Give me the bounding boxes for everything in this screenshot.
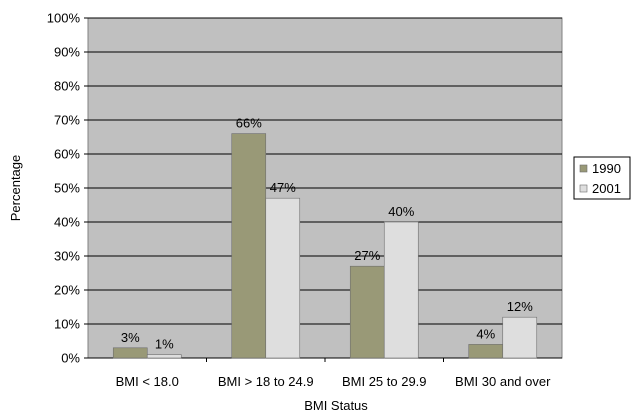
x-category-label: BMI < 18.0 <box>116 374 179 389</box>
bar-1990 <box>349 265 385 359</box>
bar-2001 <box>265 197 301 359</box>
bars <box>112 133 538 359</box>
data-label-2001: 1% <box>155 337 174 352</box>
y-tick-label: 70% <box>54 113 80 128</box>
y-tick-label: 0% <box>61 351 80 366</box>
data-labels: 3% 1% 66% 47% 27% 40% 4% 12% <box>121 116 533 352</box>
y-tick-label: 40% <box>54 215 80 230</box>
data-label-2001: 12% <box>507 299 533 314</box>
bar-2001 <box>502 316 538 359</box>
legend-swatch-2001 <box>579 184 588 193</box>
x-category-label: BMI > 18 to 24.9 <box>218 374 314 389</box>
y-axis-title: Percentage <box>8 155 23 222</box>
legend-label-1990: 1990 <box>592 161 621 176</box>
bar-1990 <box>112 347 148 359</box>
y-tick-label: 60% <box>54 147 80 162</box>
data-label-1990: 4% <box>476 326 495 341</box>
legend-swatch-1990 <box>579 164 588 173</box>
x-axis-categories: BMI < 18.0 BMI > 18 to 24.9 BMI 25 to 29.9… <box>116 374 551 389</box>
x-category-label: BMI 25 to 29.9 <box>342 374 427 389</box>
bar-1990 <box>231 133 267 359</box>
legend: 1990 2001 <box>573 156 631 200</box>
bar-1990 <box>468 344 504 359</box>
data-label-1990: 3% <box>121 330 140 345</box>
y-tick-label: 90% <box>54 45 80 60</box>
data-label-1990: 66% <box>236 116 262 131</box>
y-tick-label: 100% <box>47 11 81 26</box>
data-label-2001: 40% <box>388 204 414 219</box>
bar-2001 <box>383 221 419 359</box>
y-tick-label: 20% <box>54 283 80 298</box>
legend-label-2001: 2001 <box>592 181 621 196</box>
y-tick-label: 50% <box>54 181 80 196</box>
data-label-1990: 27% <box>354 248 380 263</box>
y-axis-ticks: 0% 10% 20% 30% 40% 50% 60% 70% 80% 90% 100% <box>47 11 81 366</box>
y-tick-label: 80% <box>54 79 80 94</box>
y-tick-label: 30% <box>54 249 80 264</box>
data-label-2001: 47% <box>270 180 296 195</box>
x-category-label: BMI 30 and over <box>455 374 551 389</box>
x-axis-title: BMI Status <box>304 398 368 413</box>
y-tick-label: 10% <box>54 317 80 332</box>
bar-2001 <box>146 354 182 359</box>
